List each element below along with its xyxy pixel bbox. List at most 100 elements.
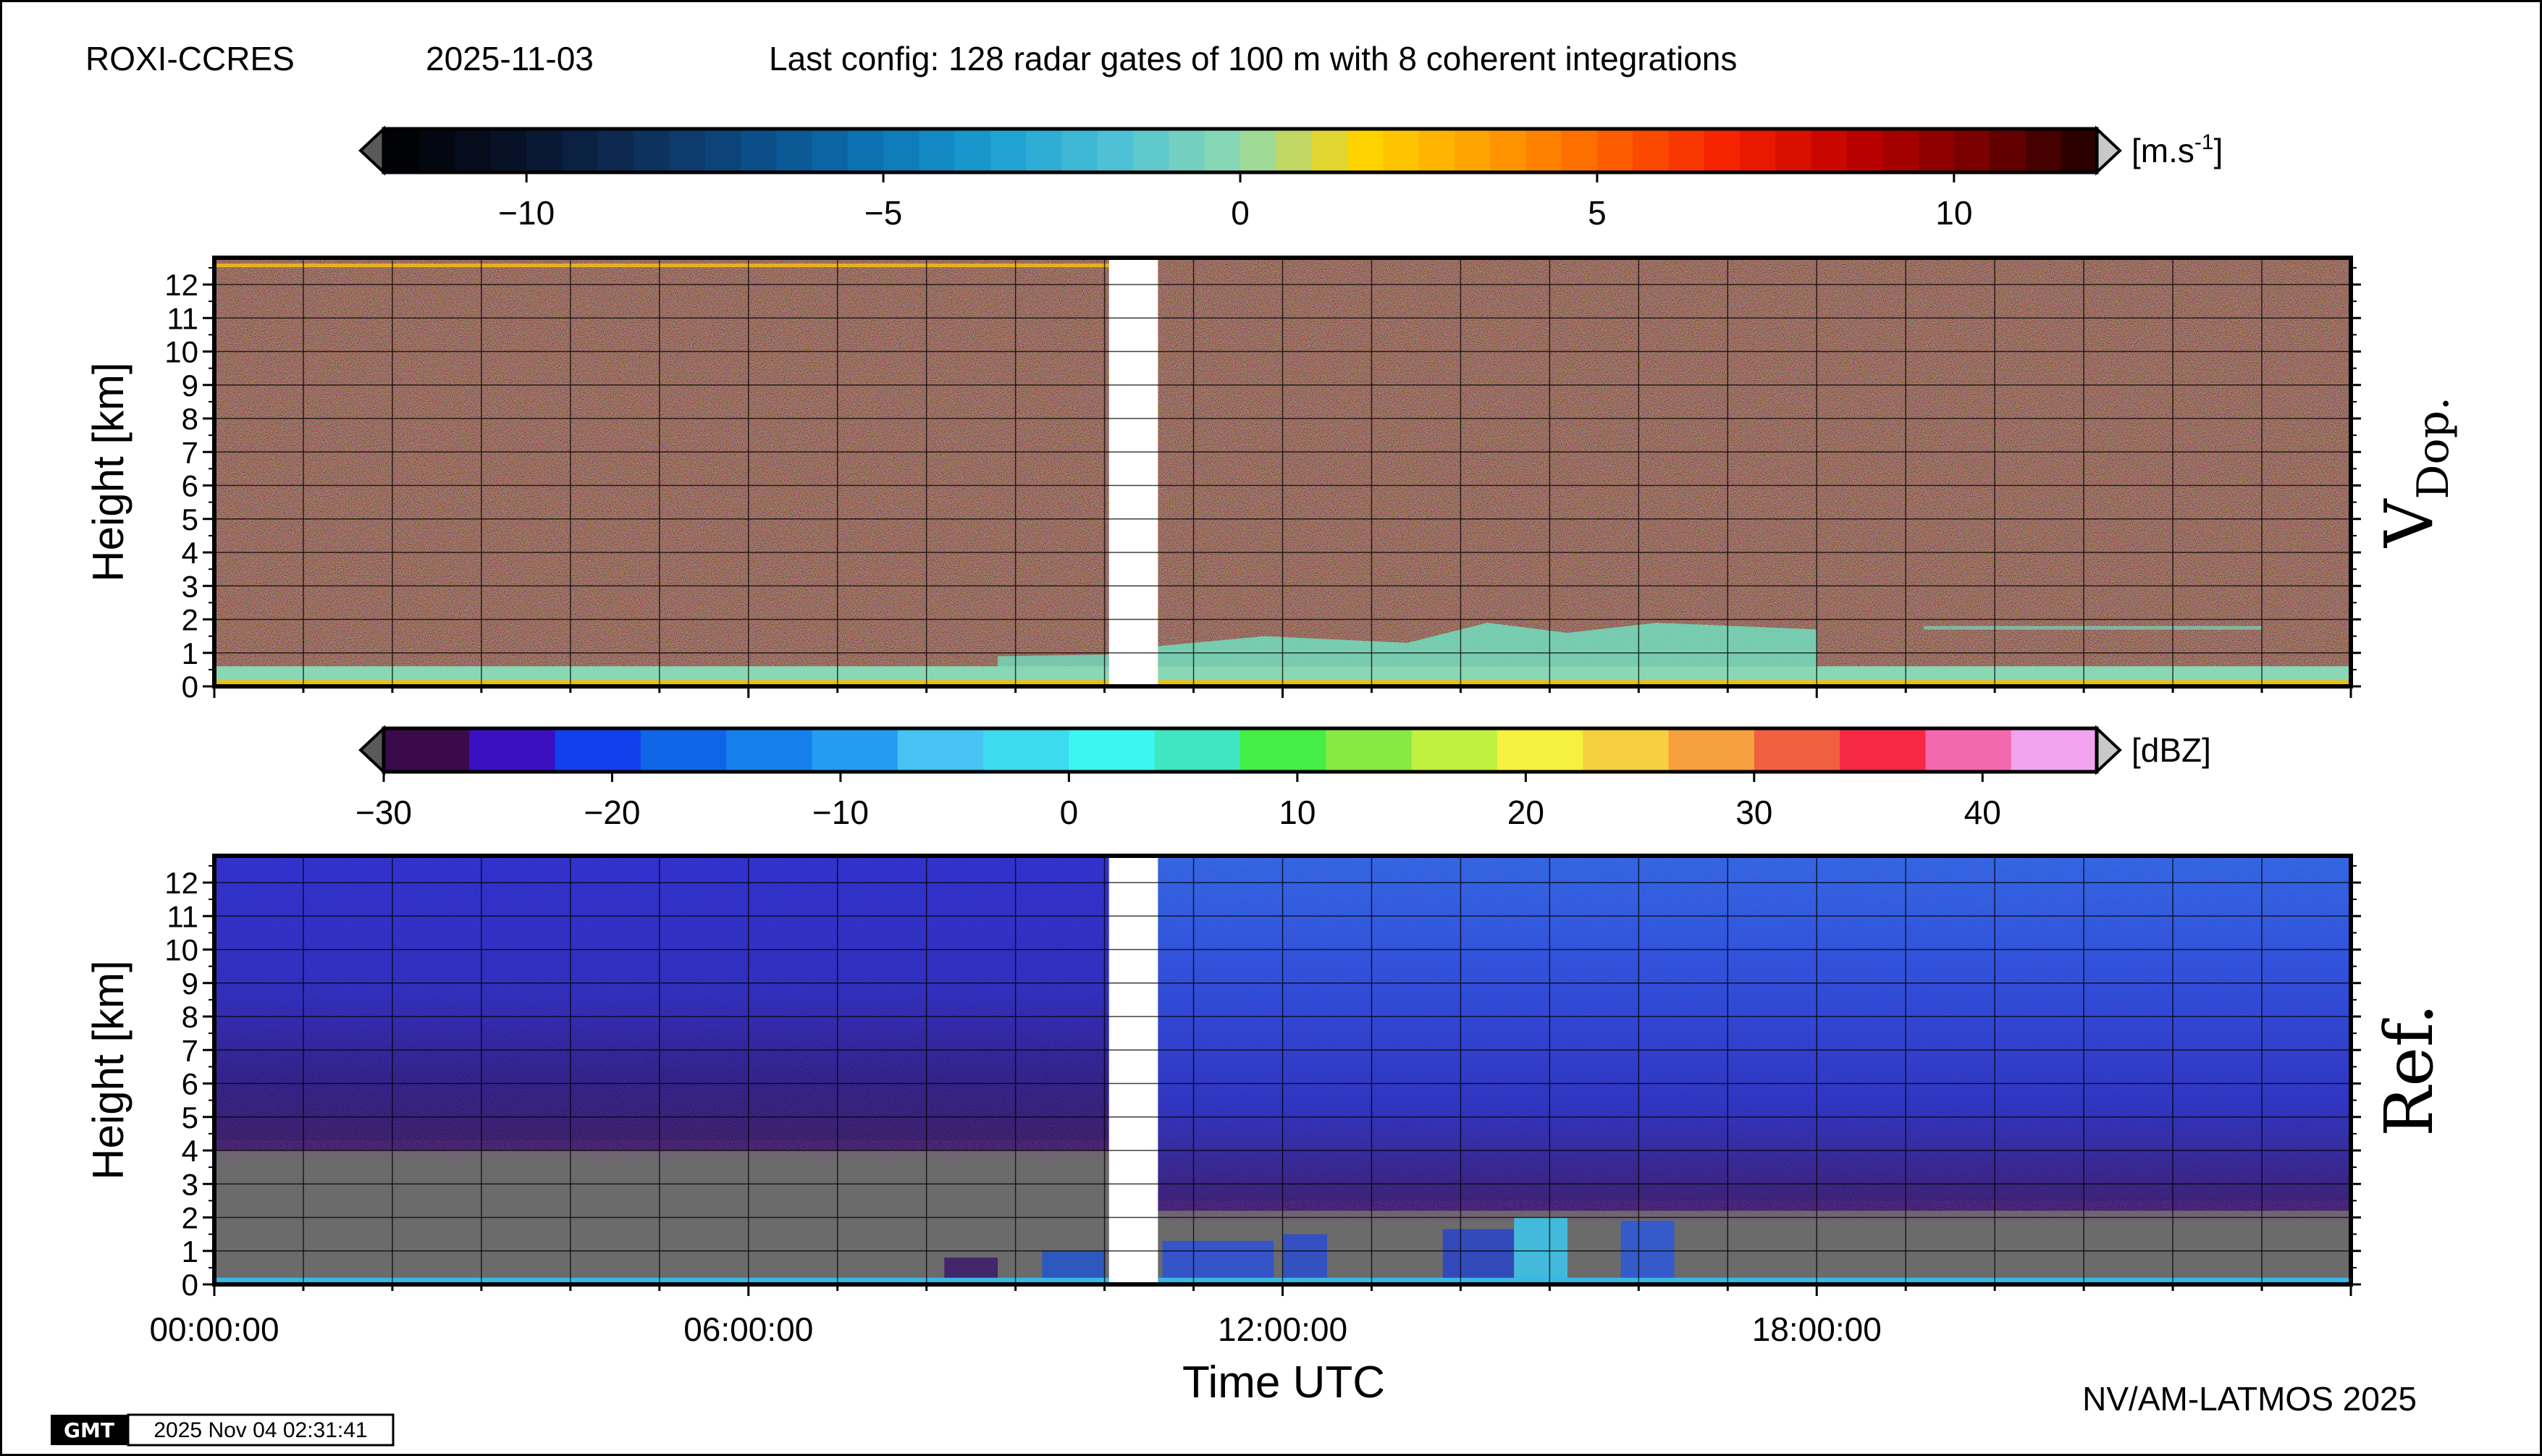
colorbar-swatch [1990, 129, 2027, 172]
y-tick-label: 9 [182, 369, 198, 403]
y-tick-label: 3 [182, 1167, 198, 1201]
colorbar-swatch [919, 129, 956, 172]
echo-cell [1282, 1234, 1327, 1278]
colorbar-swatch [469, 728, 556, 772]
colorbar-tick-label: 10 [1279, 794, 1316, 831]
y-tick-label: 1 [182, 636, 198, 670]
panel-label: Ref. [2370, 1003, 2448, 1137]
colorbar-swatch [1276, 129, 1313, 172]
echo-cell [944, 1258, 998, 1278]
colorbar-swatch [897, 728, 984, 772]
data-gap [1108, 258, 1158, 686]
colorbar-swatch [776, 129, 813, 172]
y-tick-label: 5 [182, 1101, 198, 1135]
colorbar-tick-label: 40 [1964, 794, 2001, 831]
colorbar-overflow-triangle [2095, 125, 2122, 176]
panel-label: VDop. [2370, 397, 2459, 548]
colorbar-swatch [1953, 129, 1990, 172]
colorbar-swatch [555, 728, 641, 772]
colorbar-swatch [983, 728, 1069, 772]
colorbar-tick-label: −5 [864, 194, 902, 232]
y-tick-label: 11 [167, 301, 198, 335]
colorbar-unit: [dBZ] [2131, 731, 2211, 769]
colorbar-swatch [640, 728, 727, 772]
colorbar-overflow-triangle [2095, 725, 2122, 775]
colorbar-swatch [1133, 129, 1170, 172]
colorbar-tick-label: −10 [812, 794, 869, 831]
colorbar-swatch [1454, 129, 1491, 172]
reflectivity-speckle-morning [214, 856, 1109, 1150]
colorbar-swatch [1583, 728, 1670, 772]
colorbar-underflow-triangle [358, 125, 385, 176]
x-tick-label: 18:00:00 [1752, 1310, 1882, 1348]
colorbar-tick-label: −10 [498, 194, 555, 232]
x-tick-label: 06:00:00 [683, 1310, 813, 1348]
colorbar-swatch [726, 728, 813, 772]
colorbar-tick-label: 10 [1935, 194, 1972, 232]
colorbar-swatch [490, 129, 527, 172]
echo-cell [1042, 1250, 1105, 1278]
y-tick-label: 11 [167, 899, 198, 933]
x-tick-label: 00:00:00 [149, 1310, 279, 1348]
colorbar-frame [382, 726, 2099, 774]
colorbar-swatch [812, 129, 849, 172]
colorbar-swatch [1633, 129, 1670, 172]
station-name: ROXI-CCRES [85, 40, 295, 77]
colorbar-swatch [954, 129, 991, 172]
colorbar-swatch [2061, 129, 2097, 172]
y-tick-label: 0 [182, 670, 198, 704]
y-tick-label: 7 [182, 435, 198, 469]
colorbar-swatch [1754, 728, 1840, 772]
colorbar-swatch [1925, 728, 2012, 772]
colorbar-swatch [597, 129, 634, 172]
y-tick-label: 9 [182, 967, 198, 1001]
x-axis-label: Time UTC [1182, 1358, 1385, 1407]
echo-cell [1442, 1229, 1515, 1278]
colorbar-swatch [419, 129, 456, 172]
colorbar-swatch [1525, 129, 1562, 172]
y-axis-label: Height [km] [84, 960, 132, 1179]
y-tick-label: 0 [182, 1268, 198, 1302]
echo-cell [1162, 1240, 1274, 1278]
colorbar-swatch [2025, 129, 2062, 172]
colorbar-swatch [1069, 728, 1156, 772]
gmt-logo-box [51, 1415, 128, 1445]
y-tick-label: 8 [182, 402, 198, 436]
colorbar-swatch [634, 129, 670, 172]
colorbar-swatch [455, 129, 492, 172]
gmt-logo: GMT [64, 1418, 114, 1442]
colorbar-unit: [m.s-1] [2131, 130, 2223, 169]
colorbar-swatch [1740, 129, 1776, 172]
colorbar-swatch [1204, 129, 1241, 172]
colorbar-swatch [1026, 129, 1063, 172]
colorbar-swatch [1668, 129, 1705, 172]
colorbar-swatch [1326, 728, 1413, 772]
y-tick-label: 7 [182, 1033, 198, 1067]
date-label: 2025-11-03 [426, 40, 594, 77]
colorbar-swatch [1596, 129, 1633, 172]
colorbar-swatch [990, 129, 1027, 172]
colorbar-swatch [1347, 129, 1384, 172]
y-axis-label: Height [km] [84, 362, 132, 581]
y-tick-label: 6 [182, 469, 198, 503]
reflectivity-colorbar: −30 −20 −10 0 10 20 30 40 [dBZ] [355, 725, 2211, 831]
y-tick-label: 2 [182, 1201, 198, 1235]
colorbar-underflow-triangle [358, 725, 385, 775]
colorbar-tick-label: 30 [1735, 794, 1772, 831]
y-tick-label: 10 [164, 335, 198, 369]
colorbar-swatch [847, 129, 884, 172]
colorbar-swatch [669, 129, 706, 172]
x-tick-label: 12:00:00 [1218, 1310, 1347, 1348]
morning-cloud-echo [998, 655, 1109, 668]
colorbar-swatch [1840, 728, 1926, 772]
colorbar-swatch [1561, 129, 1598, 172]
data-gap [1108, 856, 1158, 1284]
credit-label: NV/AM-LATMOS 2025 [2082, 1380, 2417, 1418]
colorbar-swatch [1846, 129, 1883, 172]
colorbar-swatch [1383, 129, 1420, 172]
colorbar-swatch [1704, 129, 1741, 172]
